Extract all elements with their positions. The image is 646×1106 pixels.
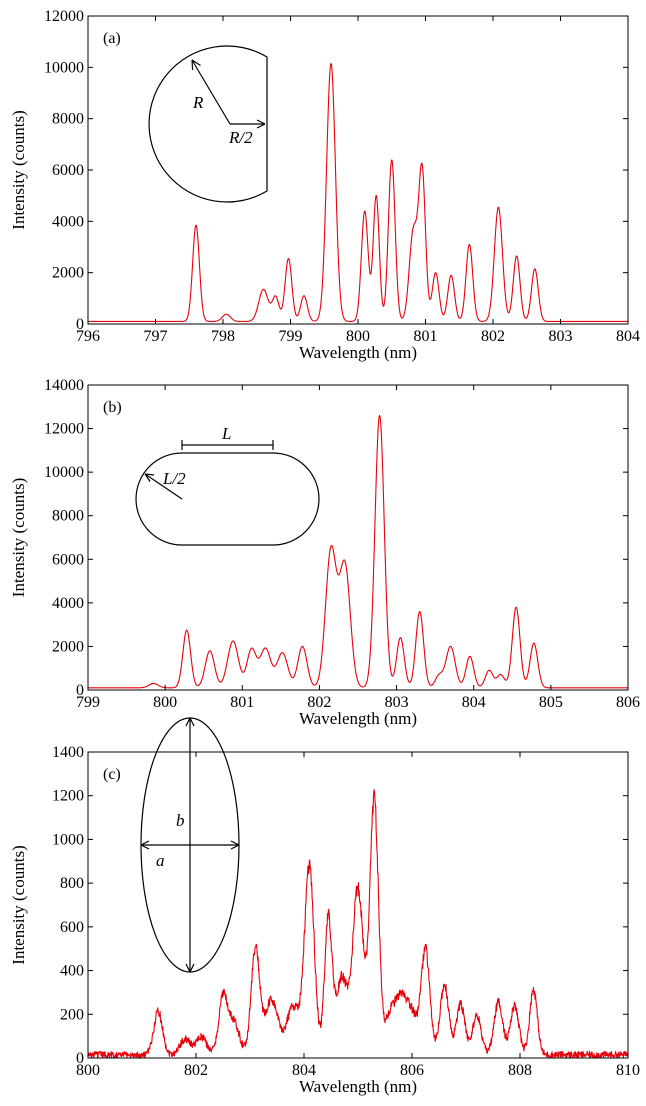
x-tick-label: 801 xyxy=(414,328,438,345)
plot-frame xyxy=(87,384,629,691)
y-tick-label: 600 xyxy=(60,919,84,936)
x-tick-label: 800 xyxy=(153,694,177,711)
y-tick-label: 14000 xyxy=(44,377,84,394)
inset-ellipse xyxy=(140,717,240,973)
x-axis-label: Wavelength (nm) xyxy=(299,1077,417,1096)
x-tick-label: 800 xyxy=(346,328,370,345)
y-axis-label: Intensity (counts) xyxy=(9,845,28,964)
y-tick-label: 400 xyxy=(60,963,84,980)
panel-label: (b) xyxy=(103,399,122,416)
inset-label-l: L xyxy=(221,424,231,443)
y-tick-label: 4000 xyxy=(52,213,84,230)
inset-label-a: a xyxy=(156,851,165,870)
x-tick-label: 799 xyxy=(279,328,303,345)
x-axis-label: Wavelength (nm) xyxy=(299,709,417,728)
x-tick-label: 798 xyxy=(211,328,235,345)
y-tick-label: 10000 xyxy=(44,59,84,76)
panel-a: R R/2 796 797 798 799 800 801 802 803 804 0 2000 40… xyxy=(9,8,640,362)
x-tick-label: 805 xyxy=(539,694,563,711)
inset-label-b: b xyxy=(176,811,185,830)
y-tick-label: 1400 xyxy=(52,744,84,761)
y-tick-label: 0 xyxy=(76,1050,84,1067)
inset-label-l-half: L/2 xyxy=(162,469,186,488)
panel-label: (a) xyxy=(103,30,121,47)
x-tick-label: 808 xyxy=(508,1062,532,1079)
y-tick-label: 1000 xyxy=(52,831,84,848)
y-tick-label: 10000 xyxy=(44,464,84,481)
panel-c: a b 800 802 804 806 808 810 0 200 400 600 800 1000 1… xyxy=(9,717,640,1096)
y-tick-label: 200 xyxy=(60,1006,84,1023)
y-tick-label: 800 xyxy=(60,875,84,892)
inset-label-r-half: R/2 xyxy=(228,128,253,147)
x-tick-label: 810 xyxy=(616,1062,640,1079)
y-tick-label: 2000 xyxy=(52,638,84,655)
plot-frame xyxy=(87,751,629,1059)
y-tick-label: 0 xyxy=(76,682,84,699)
inset-label-r: R xyxy=(192,93,204,112)
y-tick-label: 12000 xyxy=(44,8,84,25)
inset-stadium xyxy=(135,440,320,546)
y-tick-label: 2000 xyxy=(52,265,84,282)
x-tick-label: 803 xyxy=(549,328,573,345)
y-tick-label: 1200 xyxy=(52,788,84,805)
y-tick-label: 8000 xyxy=(52,508,84,525)
x-tick-label: 802 xyxy=(481,328,505,345)
x-tick-label: 804 xyxy=(292,1062,316,1079)
x-tick-label: 806 xyxy=(616,694,640,711)
x-tick-label: 802 xyxy=(307,694,331,711)
y-tick-label: 6000 xyxy=(52,162,84,179)
x-axis-label: Wavelength (nm) xyxy=(299,343,417,362)
panel-b: L L/2 799 800 801 802 803 804 805 806 0 2000 4000 6… xyxy=(9,377,640,728)
spectrum-line xyxy=(87,62,629,322)
panel-label: (c) xyxy=(103,766,121,783)
y-tick-label: 6000 xyxy=(52,551,84,568)
x-tick-label: 802 xyxy=(184,1062,208,1079)
x-tick-label: 799 xyxy=(76,694,100,711)
y-tick-label: 4000 xyxy=(52,595,84,612)
x-tick-label: 800 xyxy=(76,1062,100,1079)
x-tick-label: 801 xyxy=(230,694,254,711)
spectrum-line xyxy=(87,789,629,1059)
plot-frame xyxy=(87,15,629,325)
x-tick-label: 803 xyxy=(385,694,409,711)
x-tick-label: 797 xyxy=(144,328,168,345)
inset-truncated-circle xyxy=(148,45,268,203)
x-tick-label: 796 xyxy=(76,328,100,345)
y-axis-label: Intensity (counts) xyxy=(9,110,28,229)
y-tick-label: 8000 xyxy=(52,111,84,128)
x-tick-label: 806 xyxy=(400,1062,424,1079)
y-tick-label: 0 xyxy=(76,316,84,333)
x-tick-label: 804 xyxy=(616,328,640,345)
x-tick-label: 804 xyxy=(462,694,486,711)
spectrum-line xyxy=(87,414,629,689)
y-axis-label: Intensity (counts) xyxy=(9,478,28,597)
y-tick-label: 12000 xyxy=(44,421,84,438)
